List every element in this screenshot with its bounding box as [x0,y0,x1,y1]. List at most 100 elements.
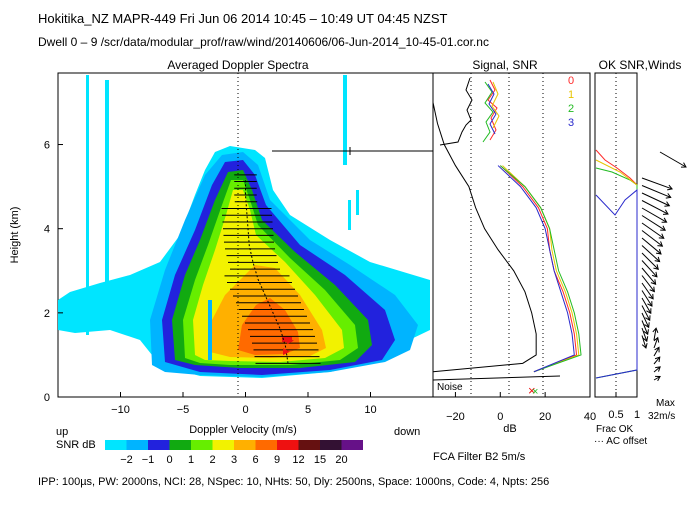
colorbar-cell [148,440,170,450]
colorbar-tick-label: 2 [209,454,215,466]
wind-arrow [641,305,651,321]
colorbar-tick-label: 12 [292,454,304,466]
colorbar-cell [212,440,234,450]
signal-line-signal [432,81,537,373]
spectra-y-tick-label: 6 [44,140,50,152]
spectra-y-tick-label: 4 [44,224,50,236]
signal-frame [432,72,591,398]
red-arrow-marker: ▶ [283,346,290,356]
colorbar-cell [169,440,191,450]
wind-arrow [641,177,673,190]
noise-line [432,375,561,381]
wind-arrow [641,267,657,285]
noise-label: Noise [437,382,463,393]
wind-arrow [641,290,653,307]
cyan-streak [208,300,212,360]
wind-arrow [641,215,666,231]
header-path: Dwell 0 – 9 /scr/data/modular_prof/raw/w… [38,35,489,49]
max-value: 32m/s [648,411,675,422]
wind-arrowhead [646,308,652,315]
wind-arrow [641,275,655,292]
wind-arrow [641,245,660,263]
legend-item-0: 0 [568,75,574,87]
legend-item-2: 2 [568,103,574,115]
wind-arrow [641,282,654,300]
spectra-x-tick-label: −10 [111,404,130,416]
wind-arrowhead [664,201,671,207]
ok-frac-blue [595,188,638,379]
signal-x-tick-label: −20 [446,411,465,423]
colorbar-tick-label: −1 [142,454,155,466]
wind-arrowhead [655,375,661,382]
wind-arrows [641,151,687,382]
red-arrow-marker: ▶ [287,335,294,345]
signal-x-tick-label: 40 [584,411,596,423]
wind-arrow [641,200,669,215]
spectra-x-tick-label: 0 [242,404,248,416]
wind-arrow [653,376,661,381]
wind-arrowhead [650,279,657,285]
down-label: down [394,426,420,438]
contour-red-spot [282,336,292,342]
spectra-x-tick-label: 10 [364,404,376,416]
signal-x-tick-label: 0 [497,411,503,423]
wind-arrow [653,356,661,365]
ok-frac-yellow [595,159,638,186]
wind-arrowhead [653,336,660,343]
colorbar-tick-label: −2 [120,454,133,466]
wind-arrowhead [662,209,669,215]
signal-axes: −20 0 20 40 [446,392,596,423]
signal-panel-guides [470,73,544,397]
wind-arrowhead [654,346,660,353]
wind-arrowhead [641,343,648,349]
signal-noise-top-black [439,77,473,146]
wind-arrowhead [655,249,662,255]
wind-arrowhead [652,327,659,334]
colorbar-tick-label: 15 [314,454,326,466]
colorbar-cell [191,440,213,450]
ok-title: OK SNR,Winds [599,58,682,72]
wind-arrow [641,252,659,270]
noise-x-marker: × [528,383,536,398]
wind-arrow [641,320,649,335]
wind-arrowhead [655,366,661,372]
wind-arrowhead [651,271,658,278]
wind-arrow [653,328,657,341]
ac-offset-label: ··· AC offset [594,436,647,447]
wind-arrow [653,366,661,373]
spectral-width-bars [221,174,321,364]
wind-arrow [653,337,659,349]
spectra-x-label: Doppler Velocity (m/s) [189,424,297,436]
wind-arrowhead [654,256,661,263]
wind-arrowhead [657,241,664,247]
wind-arrowhead [660,225,667,231]
wind-arrowhead [658,233,665,239]
colorbar-tick-label: 3 [231,454,237,466]
legend-item-1: 1 [568,89,574,101]
wind-arrowhead [661,217,668,223]
snr-colorbar: −2 −1 0 1 2 3 6 9 12 15 20 [105,440,363,466]
wind-arrowhead [644,322,650,329]
peak-velocity-line [245,178,289,364]
footer-parameters: IPP: 100µs, PW: 2000ns, NCI: 28, NSpec: … [38,476,549,488]
spectra-title: Averaged Doppler Spectra [167,58,309,72]
spectra-x-tick-label: −5 [177,404,190,416]
signal-noise-top-yellow [491,81,500,129]
wind-arrowhead [649,286,655,293]
wind-arrowhead [647,301,653,307]
wind-arrow [641,192,670,207]
spectra-y-tick-label: 2 [44,308,50,320]
wind-arrowhead [642,336,649,343]
wind-arrow [659,151,687,168]
wind-arrow [641,260,658,278]
spectra-y-label: Height (km) [9,207,21,264]
signal-noise-top-blue [487,83,497,135]
wind-arrow [641,207,667,223]
wind-arrowhead [654,356,661,363]
legend-item-3: 3 [568,117,574,129]
colorbar-tick-label: 6 [252,454,258,466]
colorbar-cell [320,440,342,450]
ok-x-tick-label: 0.5 [608,409,623,421]
signal-line-2 [499,165,582,373]
